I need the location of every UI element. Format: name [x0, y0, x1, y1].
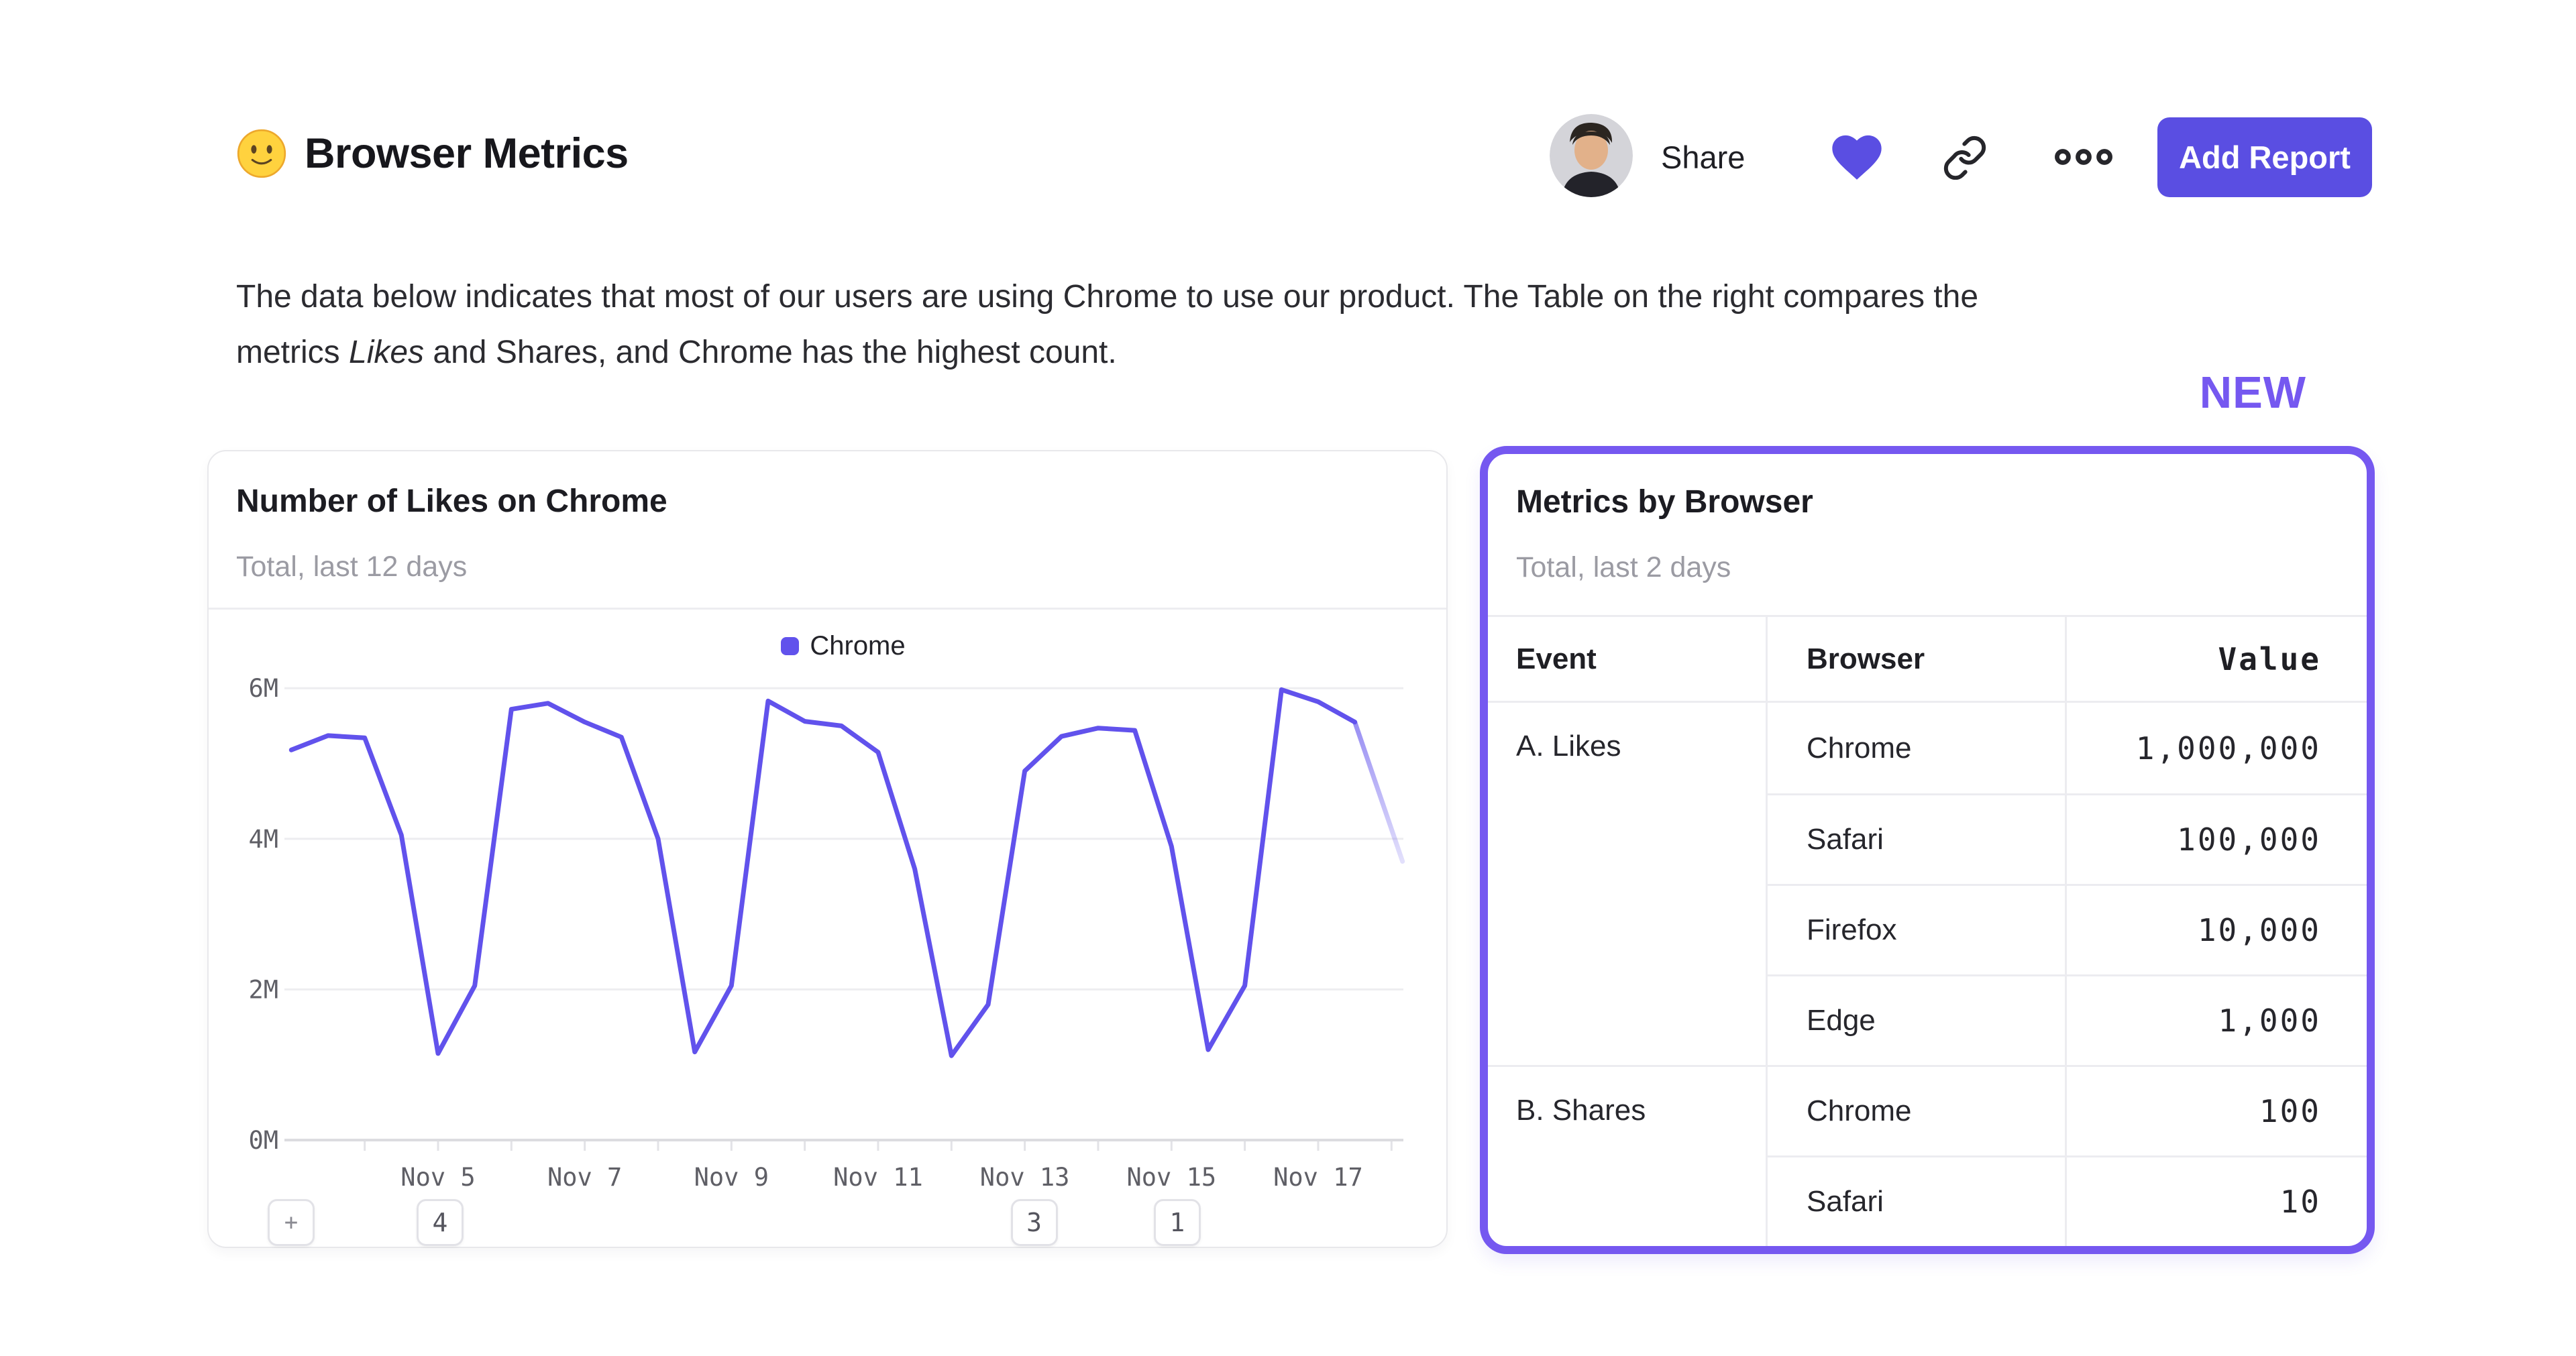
chart-subtitle: Total, last 12 days [236, 551, 468, 583]
series-line-chrome [288, 687, 1358, 1058]
annotation-marker-3[interactable]: 3 [1010, 1199, 1058, 1246]
share-button[interactable]: Share [1661, 139, 1746, 175]
value-cell: 10 [2065, 1155, 2367, 1246]
avatar[interactable] [1550, 114, 1633, 197]
value-cell: 10,000 [2065, 884, 2367, 974]
smiley-emoji-icon [237, 129, 286, 178]
x-axis-label: Nov 13 [980, 1163, 1070, 1192]
browser-cell: Safari [1766, 793, 2065, 884]
value-cell: 100,000 [2065, 793, 2367, 884]
likes-chart-card: Number of Likes on Chrome Total, last 12… [207, 450, 1448, 1248]
browser-cell: Chrome [1766, 1065, 2065, 1155]
x-axis-label: Nov 7 [547, 1163, 622, 1192]
table-subtitle: Total, last 2 days [1516, 551, 1731, 583]
page-header: Browser Metrics [236, 123, 629, 184]
metrics-table: Event Browser Value A. Likes Chrome 1,000,000… [1488, 615, 2367, 1246]
column-header-value: Value [2065, 617, 2367, 703]
add-report-button[interactable]: Add Report [2157, 117, 2372, 197]
description-likes-italic: Likes [349, 335, 425, 370]
y-axis-label-4M: 4M [248, 825, 278, 854]
y-axis-label-0M: 0M [248, 1126, 278, 1155]
browser-cell: Edge [1766, 974, 2065, 1065]
event-cell: B. Shares [1488, 1065, 1766, 1246]
annotation-marker-4[interactable]: 4 [417, 1199, 464, 1246]
value-cell: 1,000,000 [2065, 703, 2367, 793]
legend-label-chrome: Chrome [810, 631, 906, 661]
column-header-event: Event [1488, 617, 1766, 703]
description-paragraph: The data below indicates that most of ou… [236, 269, 2450, 380]
page-title: Browser Metrics [305, 130, 629, 177]
x-axis-label: Nov 17 [1273, 1163, 1363, 1192]
heart-icon[interactable] [1827, 127, 1886, 184]
value-cell: 1,000 [2065, 974, 2367, 1065]
new-badge: NEW [2199, 368, 2306, 418]
description-line2-suffix: and Shares, and Chrome has the highest c… [424, 335, 1117, 370]
y-axis-label-6M: 6M [248, 674, 278, 703]
x-axis-label: Nov 15 [1126, 1163, 1216, 1192]
column-header-browser: Browser [1766, 617, 2065, 703]
y-axis-label-2M: 2M [248, 975, 278, 1004]
description-line1: The data below indicates that most of ou… [236, 279, 1979, 315]
event-cell: A. Likes [1516, 730, 1621, 762]
annotation-marker-1[interactable]: 1 [1153, 1199, 1201, 1246]
description-line2-prefix: metrics [236, 335, 349, 370]
value-cell: 100 [2065, 1065, 2367, 1155]
browser-cell: Firefox [1766, 884, 2065, 974]
link-icon[interactable] [1942, 134, 1988, 180]
x-axis-label: Nov 11 [833, 1163, 923, 1192]
series-line-incomplete-tail [1352, 720, 1405, 864]
x-axis-label: Nov 9 [694, 1163, 769, 1192]
browser-cell: Safari [1766, 1155, 2065, 1246]
card-divider [209, 608, 1446, 610]
likes-line-chart: 0M 2M 4M 6M Nov 5 Nov 7 Nov 9 Nov 11 Nov 13 Nov 1… [248, 674, 1405, 1192]
metrics-table-card: Metrics by Browser Total, last 2 days Ev… [1480, 446, 2375, 1254]
chart-legend[interactable]: Chrome [284, 631, 1402, 661]
browser-cell: Chrome [1766, 703, 2065, 793]
legend-swatch-chrome [781, 637, 800, 655]
more-options-icon[interactable] [2054, 148, 2113, 166]
chart-title: Number of Likes on Chrome [236, 484, 667, 519]
heart-shape [1832, 135, 1882, 180]
table-title: Metrics by Browser [1516, 484, 1813, 520]
x-axis-label: Nov 5 [400, 1163, 475, 1192]
add-annotation-button[interactable]: + [268, 1199, 315, 1246]
